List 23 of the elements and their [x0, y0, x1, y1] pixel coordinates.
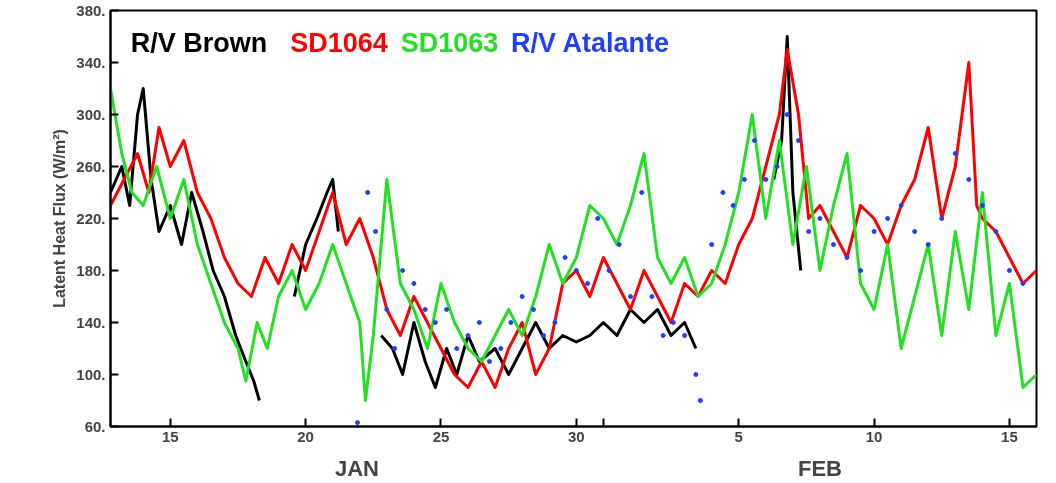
x-tick-label: 5 [734, 427, 743, 445]
y-tick-label: 180. [76, 261, 106, 279]
x-tick-label: 10 [865, 427, 883, 445]
x-tick-label: 15 [161, 427, 179, 445]
y-tick-label: 140. [76, 313, 106, 331]
text: JAN [334, 455, 379, 481]
x-tick-label: 25 [432, 427, 450, 445]
y-tick-label: 300. [76, 105, 106, 123]
y-axis-title: Latent Heat Flux (W/m²) [51, 129, 69, 308]
y-tick-label: 220. [76, 209, 106, 227]
y-tick-label: 60. [84, 417, 106, 435]
series-label: R/V Brown [130, 28, 268, 59]
x-tick-label: 30 [567, 427, 585, 445]
text: SD1064 [290, 28, 388, 59]
text: FEB [797, 455, 842, 481]
x-tick-label: 20 [297, 427, 314, 445]
text: R/V Atalante [511, 28, 670, 59]
y-tick-label: 100. [76, 365, 106, 383]
y-tick-label: 260. [76, 157, 106, 175]
text: SD1063 [400, 28, 499, 59]
x-tick-label: 15 [1001, 427, 1018, 445]
y-tick-label: 380. [76, 1, 106, 19]
y-tick-label: 340. [76, 53, 106, 71]
